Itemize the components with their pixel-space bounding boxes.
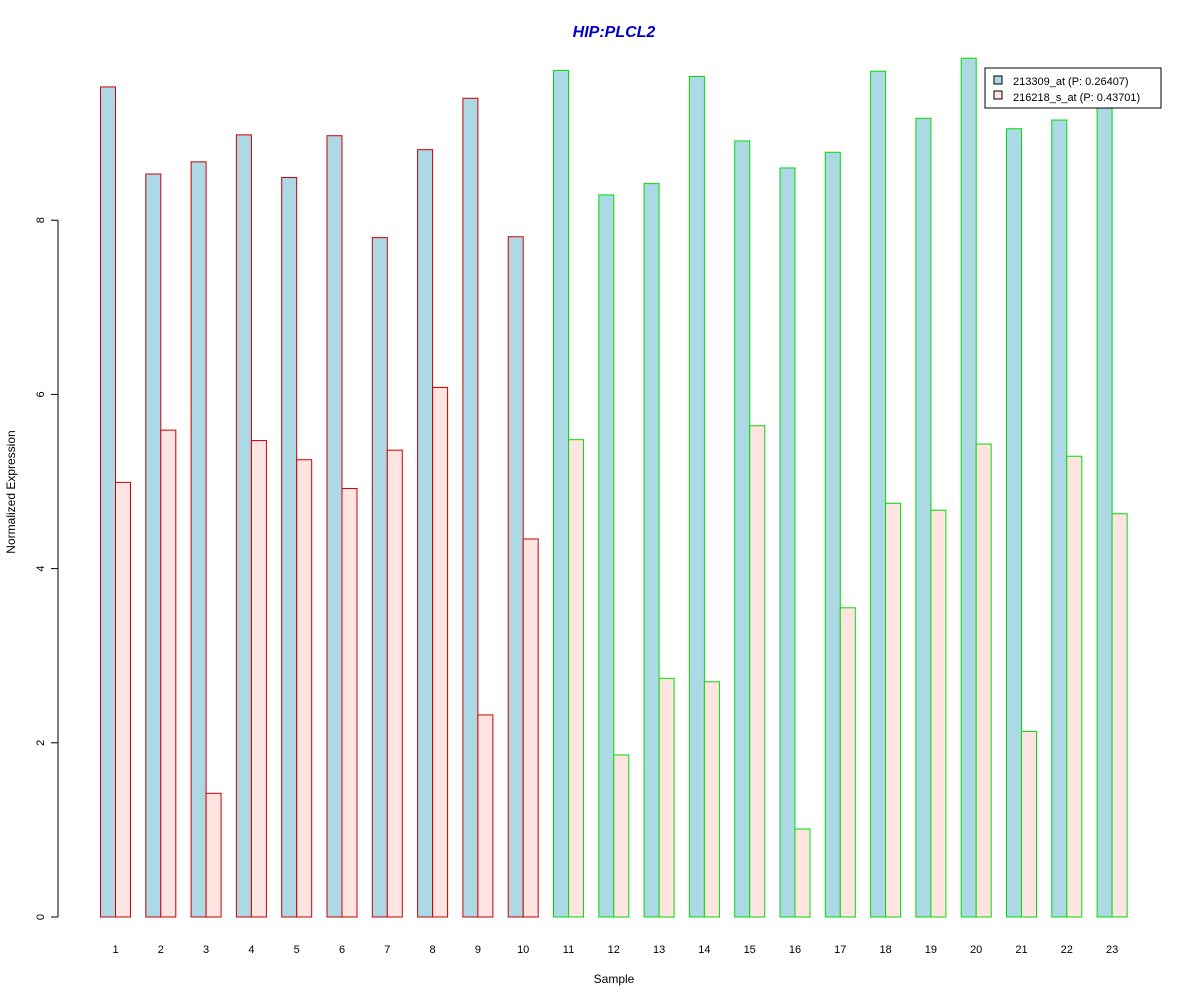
bar-sample-20-series-2 bbox=[975, 443, 992, 918]
x-tick-label: 1 bbox=[112, 944, 118, 956]
bar-sample-18-series-1 bbox=[870, 70, 887, 918]
bar-sample-10-series-2 bbox=[522, 538, 539, 918]
x-tick-label: 3 bbox=[203, 944, 209, 956]
bar-sample-1-series-2 bbox=[115, 481, 131, 918]
legend-box bbox=[984, 67, 1162, 109]
x-tick-label: 8 bbox=[430, 944, 436, 956]
bar-sample-23-series-2 bbox=[1111, 513, 1128, 918]
x-tick-label: 22 bbox=[1061, 944, 1073, 956]
bar-sample-7-series-2 bbox=[386, 449, 403, 918]
x-tick-label: 19 bbox=[925, 944, 937, 956]
bar-sample-21-series-1 bbox=[1006, 128, 1022, 918]
bar-sample-20-series-1 bbox=[960, 57, 977, 918]
bar-sample-15-series-2 bbox=[749, 425, 766, 918]
bar-sample-6-series-1 bbox=[326, 135, 343, 918]
bar-sample-9-series-2 bbox=[477, 714, 494, 918]
bar-sample-13-series-1 bbox=[643, 183, 660, 918]
x-tick-label: 6 bbox=[339, 944, 345, 956]
y-axis: 0 2 4 6 8 bbox=[35, 217, 59, 920]
y-tick-label: 6 bbox=[35, 391, 47, 397]
chart-title: HIP:PLCL2 bbox=[573, 24, 656, 41]
bar-sample-1-series-1 bbox=[100, 86, 116, 918]
bar-sample-12-series-1 bbox=[598, 194, 615, 918]
y-tick-label: 8 bbox=[35, 217, 47, 223]
x-tick-label: 20 bbox=[970, 944, 982, 956]
bar-sample-17-series-2 bbox=[839, 607, 856, 918]
bar-sample-21-series-2 bbox=[1021, 730, 1037, 918]
x-tick-label: 17 bbox=[834, 944, 846, 956]
bar-sample-14-series-2 bbox=[703, 681, 720, 918]
bar-sample-9-series-1 bbox=[462, 97, 479, 918]
bar-sample-2-series-2 bbox=[160, 429, 177, 918]
x-tick-label: 15 bbox=[744, 944, 756, 956]
bar-sample-5-series-1 bbox=[281, 177, 298, 918]
bar-sample-7-series-1 bbox=[371, 237, 388, 918]
bars-group bbox=[100, 57, 1128, 918]
x-tick-label: 9 bbox=[475, 944, 481, 956]
y-tick-label: 0 bbox=[35, 914, 47, 920]
bar-sample-22-series-2 bbox=[1066, 455, 1083, 918]
y-tick-label: 2 bbox=[35, 740, 47, 746]
x-tick-label: 16 bbox=[789, 944, 801, 956]
bar-sample-18-series-2 bbox=[885, 502, 902, 918]
bar-sample-22-series-1 bbox=[1051, 119, 1068, 918]
bar-sample-16-series-1 bbox=[779, 167, 796, 918]
x-tick-label: 21 bbox=[1015, 944, 1027, 956]
x-tick-label: 5 bbox=[294, 944, 300, 956]
bar-sample-3-series-2 bbox=[205, 792, 222, 918]
y-axis-title: Normalized Expression bbox=[4, 430, 18, 553]
bar-sample-12-series-2 bbox=[613, 754, 630, 918]
bar-sample-8-series-1 bbox=[417, 149, 434, 918]
x-tick-label: 11 bbox=[563, 944, 574, 956]
bar-sample-6-series-2 bbox=[341, 487, 358, 918]
x-tick-label: 12 bbox=[608, 944, 620, 956]
x-tick-label: 10 bbox=[517, 944, 529, 956]
x-axis-title: Sample bbox=[594, 972, 635, 986]
bar-sample-19-series-2 bbox=[930, 509, 947, 918]
legend-label-216218: 216218_s_at (P: 0.43701) bbox=[1013, 92, 1140, 104]
bar-sample-15-series-1 bbox=[734, 140, 751, 918]
bar-sample-14-series-1 bbox=[688, 75, 705, 918]
legend-swatch-216218 bbox=[993, 90, 1003, 100]
bar-sample-13-series-2 bbox=[658, 677, 675, 918]
x-tick-label: 23 bbox=[1106, 944, 1118, 956]
x-tick-label: 13 bbox=[653, 944, 665, 956]
bar-sample-17-series-1 bbox=[824, 151, 841, 918]
x-tick-label: 2 bbox=[158, 944, 164, 956]
bar-sample-11-series-2 bbox=[568, 439, 584, 918]
legend: 213309_at (P: 0.26407) 216218_s_at (P: 0… bbox=[984, 67, 1162, 109]
x-tick-label: 18 bbox=[879, 944, 891, 956]
legend-label-213309: 213309_at (P: 0.26407) bbox=[1013, 76, 1129, 88]
x-tick-label: 7 bbox=[384, 944, 390, 956]
bar-sample-4-series-2 bbox=[250, 440, 267, 918]
bar-sample-2-series-1 bbox=[145, 173, 162, 918]
bar-sample-8-series-2 bbox=[432, 386, 449, 918]
bar-sample-16-series-2 bbox=[794, 828, 811, 918]
bar-sample-23-series-1 bbox=[1096, 106, 1113, 918]
bar-sample-4-series-1 bbox=[235, 134, 252, 918]
bar-sample-3-series-1 bbox=[190, 161, 207, 918]
x-tick-labels: 1 2 3 4 5 6 7 8 9 10 11 12 13 14 15 16 17 18 19 20 21 22 23 bbox=[112, 944, 1118, 956]
bar-sample-10-series-1 bbox=[507, 236, 524, 918]
x-tick-label: 14 bbox=[698, 944, 710, 956]
bar-sample-11-series-1 bbox=[553, 69, 569, 918]
bar-sample-19-series-1 bbox=[915, 117, 932, 918]
legend-swatch-213309 bbox=[993, 75, 1003, 85]
y-tick-label: 4 bbox=[35, 566, 47, 572]
x-tick-label: 4 bbox=[248, 944, 254, 956]
bar-sample-5-series-2 bbox=[296, 459, 313, 918]
